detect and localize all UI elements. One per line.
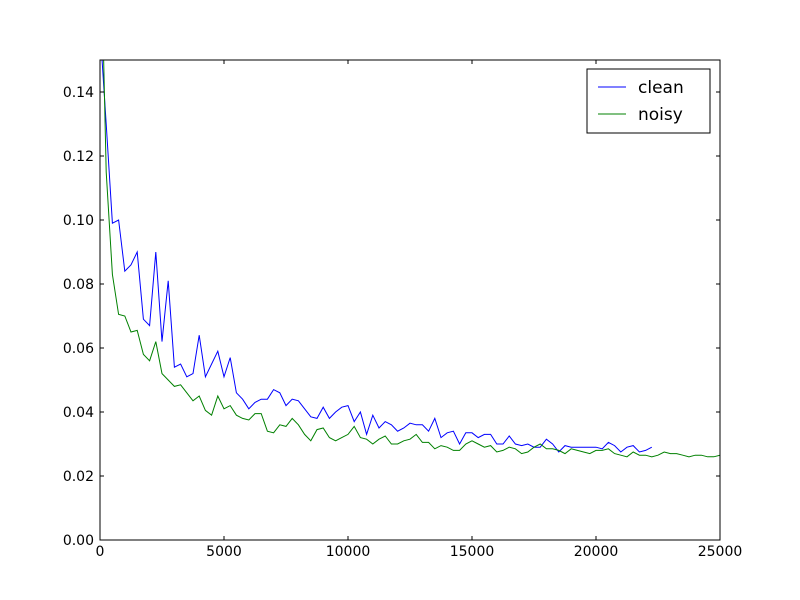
x-tick-label: 25000 — [698, 544, 743, 560]
data-line — [103, 60, 720, 458]
y-tick-label: 0.06 — [63, 341, 94, 357]
y-tick-label: 0.00 — [63, 533, 94, 549]
y-tick-label: 0.04 — [63, 405, 94, 421]
x-tick-label: 5000 — [206, 544, 242, 560]
legend-box — [586, 68, 711, 134]
axes-frame — [99, 59, 721, 541]
x-tick-label: 10000 — [326, 544, 371, 560]
y-tick-label: 0.14 — [63, 85, 94, 101]
legend-label: clean — [638, 78, 684, 98]
legend: clean noisy — [586, 68, 711, 134]
x-tick-label: 20000 — [574, 544, 619, 560]
x-tick-label: 0 — [96, 544, 105, 560]
plot-area — [100, 60, 720, 540]
y-tick-label: 0.10 — [63, 213, 94, 229]
y-tick-label: 0.08 — [63, 277, 94, 293]
plot-lines — [101, 60, 720, 458]
x-tick-label: 15000 — [450, 544, 495, 560]
y-tick-label: 0.02 — [63, 469, 94, 485]
y-tick-label: 0.12 — [63, 149, 94, 165]
legend-label: noisy — [638, 105, 683, 125]
